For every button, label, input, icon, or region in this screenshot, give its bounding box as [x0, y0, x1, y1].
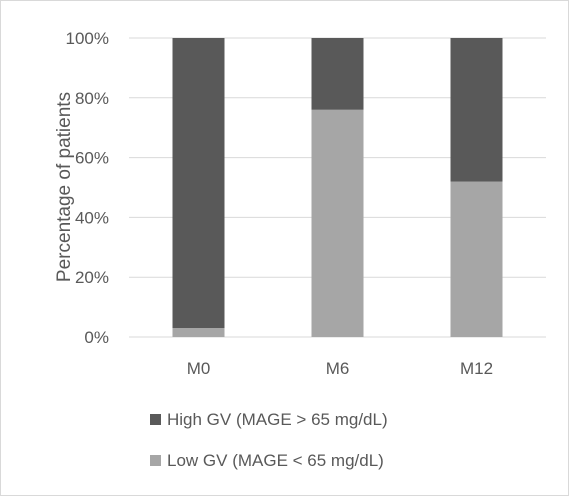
legend-swatch-0 — [150, 455, 161, 466]
legend-label-1: High GV (MAGE > 65 mg/dL) — [167, 410, 388, 429]
x-tick-label-m12: M12 — [460, 359, 493, 378]
x-tick-label-m6: M6 — [326, 359, 350, 378]
x-tick-label-m0: M0 — [187, 359, 211, 378]
y-tick-label-80: 80% — [75, 89, 109, 108]
x-axis-ticks: M0 M6 M12 — [187, 359, 493, 378]
bar-m12-series-0 — [450, 181, 503, 337]
bar-m0-series-1 — [172, 38, 225, 329]
bar-m0-series-0 — [172, 328, 225, 337]
y-axis-title: Percentage of patients — [54, 92, 75, 282]
bar-m6-series-1 — [311, 38, 364, 110]
y-axis-ticks: 0% 20% 40% 60% 80% 100% — [66, 29, 109, 347]
bars — [172, 38, 503, 337]
legend-label-0: Low GV (MAGE < 65 mg/dL) — [167, 451, 384, 470]
bar-m6-series-0 — [311, 109, 364, 337]
bar-m12-series-1 — [450, 38, 503, 182]
legend: High GV (MAGE > 65 mg/dL) Low GV (MAGE < … — [150, 410, 388, 470]
y-tick-label-20: 20% — [75, 268, 109, 287]
y-tick-label-40: 40% — [75, 208, 109, 227]
y-tick-label-100: 100% — [66, 29, 109, 48]
legend-swatch-1 — [150, 414, 161, 425]
y-tick-label-60: 60% — [75, 149, 109, 168]
y-tick-label-0: 0% — [84, 328, 109, 347]
